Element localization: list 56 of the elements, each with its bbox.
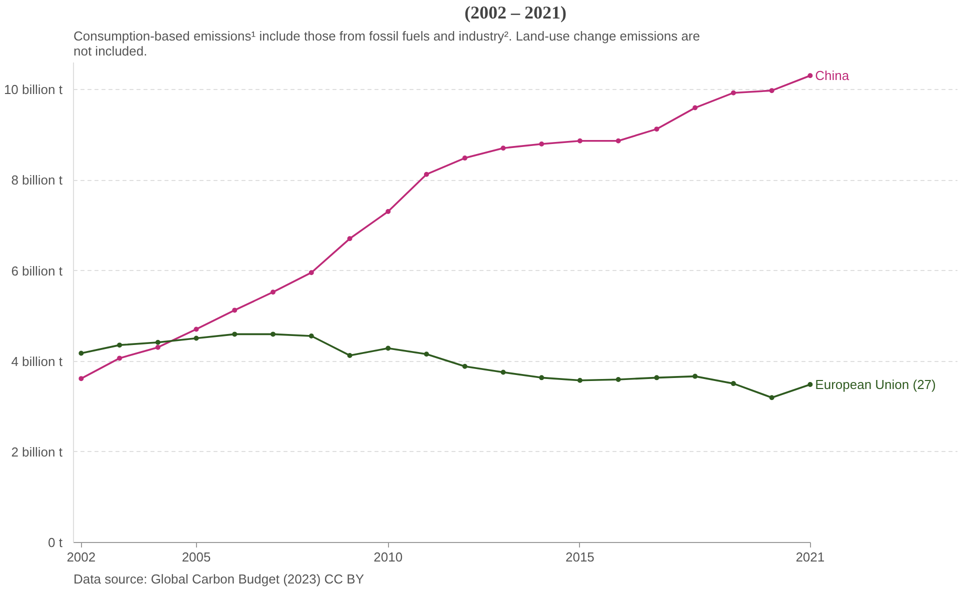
point bbox=[155, 344, 160, 350]
y-tick-label: 4 billion t bbox=[11, 354, 63, 369]
point bbox=[347, 352, 352, 358]
x-tick-label: 2002 bbox=[66, 550, 96, 564]
point bbox=[654, 375, 660, 380]
point bbox=[424, 352, 429, 357]
point bbox=[232, 332, 238, 337]
point bbox=[692, 105, 698, 110]
y-tick-label: 8 billion t bbox=[11, 172, 63, 188]
point bbox=[808, 382, 813, 387]
point bbox=[347, 236, 352, 242]
point bbox=[386, 346, 391, 351]
point bbox=[730, 90, 736, 96]
point bbox=[462, 156, 468, 161]
point bbox=[500, 146, 506, 151]
point bbox=[539, 375, 544, 380]
point bbox=[78, 350, 84, 356]
point bbox=[78, 376, 84, 382]
point bbox=[769, 395, 774, 400]
point bbox=[155, 340, 160, 345]
x-tick-label: 2005 bbox=[182, 550, 211, 564]
y-tick-label: 6 billion t bbox=[11, 263, 63, 278]
series-label: European Union (27) bbox=[815, 376, 936, 392]
point bbox=[577, 138, 582, 144]
point bbox=[424, 172, 429, 177]
point bbox=[462, 364, 468, 369]
point bbox=[769, 88, 774, 94]
point bbox=[270, 290, 276, 295]
point bbox=[117, 356, 122, 361]
x-tick-label: 2010 bbox=[374, 550, 403, 564]
y-tick-label: 10 billion t bbox=[4, 82, 63, 98]
point bbox=[386, 208, 391, 214]
point bbox=[117, 342, 122, 348]
y-tick-label: 0 t bbox=[48, 535, 63, 550]
point bbox=[232, 308, 238, 313]
point bbox=[616, 376, 621, 382]
point bbox=[730, 381, 736, 386]
point bbox=[308, 270, 314, 276]
point bbox=[577, 378, 582, 383]
chart-title: (2002 – 2021) bbox=[464, 2, 567, 22]
chart-subtitle: Consumption-based emissions¹ include those from fossil fuels and industry². Land-use change emissions are not included. bbox=[74, 28, 700, 58]
point bbox=[270, 332, 276, 337]
point bbox=[692, 374, 698, 379]
x-tick-label: 2021 bbox=[796, 550, 825, 564]
point bbox=[308, 334, 314, 339]
point bbox=[539, 142, 544, 147]
y-tick-label: 2 billion t bbox=[11, 444, 63, 460]
point bbox=[654, 126, 660, 132]
point bbox=[194, 336, 199, 341]
series-label: China bbox=[815, 68, 850, 84]
point bbox=[808, 73, 813, 78]
text: Data source: Global Carbon Budget (2023) CC BY bbox=[74, 572, 364, 586]
point bbox=[616, 138, 621, 144]
x-tick-label: 2015 bbox=[566, 550, 594, 564]
point bbox=[194, 326, 199, 332]
point bbox=[500, 370, 506, 375]
